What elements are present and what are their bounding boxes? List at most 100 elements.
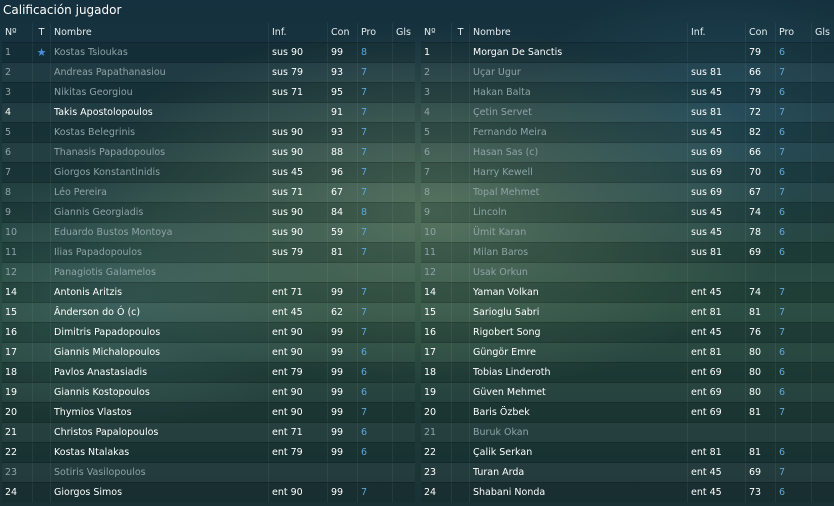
player-name[interactable]: Antonis Aritzis xyxy=(50,283,268,302)
player-name[interactable]: Thanasis Papadopoulos xyxy=(50,143,268,162)
player-name[interactable]: Güngör Emre xyxy=(469,343,687,362)
player-name[interactable]: Giannis Michalopoulos xyxy=(50,343,268,362)
player-row[interactable]: 3 Hakan Balta sus 45 79 6 xyxy=(421,82,834,102)
player-row[interactable]: 18 Pavlos Anastasiadis ent 79 99 6 xyxy=(2,362,415,382)
player-row[interactable]: 21 Christos Papalopoulos ent 71 99 6 xyxy=(2,422,415,442)
player-name[interactable]: Eduardo Bustos Montoya xyxy=(50,223,268,242)
player-row[interactable]: 22 Kostas Ntalakas ent 79 99 6 xyxy=(2,442,415,462)
player-name[interactable]: Shabani Nonda xyxy=(469,483,687,502)
col-header-pro[interactable]: Pro xyxy=(357,23,392,42)
col-header-name[interactable]: Nombre xyxy=(469,23,687,42)
player-row[interactable]: 21 Buruk Okan xyxy=(421,422,834,442)
player-row[interactable]: 5 Fernando Meira sus 45 82 6 xyxy=(421,122,834,142)
player-name[interactable]: Rigobert Song xyxy=(469,323,687,342)
col-header-pro[interactable]: Pro xyxy=(775,23,811,42)
player-name[interactable]: Sotiris Vasilopoulos xyxy=(50,463,268,482)
col-header-num[interactable]: Nº xyxy=(5,27,17,38)
player-row[interactable]: 1 ★ Kostas Tsioukas sus 90 99 8 xyxy=(2,42,415,62)
player-row[interactable]: 17 Giannis Michalopoulos ent 90 99 6 xyxy=(2,342,415,362)
player-row[interactable]: 11 Ilias Papadopoulos sus 79 81 7 xyxy=(2,242,415,262)
player-row[interactable]: 1 Morgan De Sanctis 79 6 xyxy=(421,42,834,62)
player-row[interactable]: 7 Harry Kewell sus 69 70 6 xyxy=(421,162,834,182)
player-row[interactable]: 5 Kostas Belegrinis sus 90 93 7 xyxy=(2,122,415,142)
player-name[interactable]: Christos Papalopoulos xyxy=(50,423,268,442)
player-name[interactable]: Dimitris Papadopoulos xyxy=(50,323,268,342)
player-name[interactable]: Çalik Serkan xyxy=(469,443,687,462)
col-header-con[interactable]: Con xyxy=(327,23,357,42)
player-name[interactable]: Sarioglu Sabri xyxy=(469,303,687,322)
player-name[interactable]: Pavlos Anastasiadis xyxy=(50,363,268,382)
player-row[interactable]: 3 Nikitas Georgiou sus 71 95 7 xyxy=(2,82,415,102)
player-row[interactable]: 8 Léo Pereira sus 71 67 7 xyxy=(2,182,415,202)
player-row[interactable]: 15 Sarioglu Sabri ent 81 81 7 xyxy=(421,302,834,322)
player-name[interactable]: Uçar Ugur xyxy=(469,63,687,82)
player-row[interactable]: 20 Thymios Vlastos ent 90 99 7 xyxy=(2,402,415,422)
player-name[interactable]: Giorgos Simos xyxy=(50,483,268,502)
player-name[interactable]: Andreas Papathanasiou xyxy=(50,63,268,82)
player-name[interactable]: Tobias Linderoth xyxy=(469,363,687,382)
player-row[interactable]: 10 Ümit Karan sus 45 78 6 xyxy=(421,222,834,242)
col-header-con[interactable]: Con xyxy=(745,23,775,42)
col-header-t[interactable]: T xyxy=(32,23,50,42)
player-name[interactable]: Buruk Okan xyxy=(469,423,687,442)
col-header-t[interactable]: T xyxy=(451,23,469,42)
player-row[interactable]: 11 Milan Baros sus 81 69 6 xyxy=(421,242,834,262)
player-name[interactable]: Çetin Servet xyxy=(469,103,687,122)
player-name[interactable]: Yaman Volkan xyxy=(469,283,687,302)
player-row[interactable]: 12 Panagiotis Galamelos xyxy=(2,262,415,282)
player-row[interactable]: 9 Lincoln sus 45 74 6 xyxy=(421,202,834,222)
player-name[interactable]: Usak Orkun xyxy=(469,263,687,282)
col-header-inf[interactable]: Inf. xyxy=(268,23,327,42)
player-name[interactable]: Nikitas Georgiou xyxy=(50,83,268,102)
player-name[interactable]: Ânderson do Ó (c) xyxy=(50,303,268,322)
player-name[interactable]: Harry Kewell xyxy=(469,163,687,182)
player-row[interactable]: 10 Eduardo Bustos Montoya sus 90 59 7 xyxy=(2,222,415,242)
player-row[interactable]: 19 Giannis Kostopoulos ent 90 99 6 xyxy=(2,382,415,402)
player-row[interactable]: 9 Giannis Georgiadis sus 90 84 8 xyxy=(2,202,415,222)
player-row[interactable]: 24 Shabani Nonda ent 45 73 6 xyxy=(421,482,834,502)
player-name[interactable]: Milan Baros xyxy=(469,243,687,262)
player-row[interactable]: 24 Giorgos Simos ent 90 99 7 xyxy=(2,482,415,502)
player-row[interactable]: 4 Çetin Servet sus 81 72 7 xyxy=(421,102,834,122)
player-name[interactable]: Kostas Belegrinis xyxy=(50,123,268,142)
player-row[interactable]: 14 Antonis Aritzis ent 71 99 7 xyxy=(2,282,415,302)
player-name[interactable]: Ümit Karan xyxy=(469,223,687,242)
player-name[interactable]: Turan Arda xyxy=(469,463,687,482)
col-header-name[interactable]: Nombre xyxy=(50,23,268,42)
player-name[interactable]: Takis Apostolopoulos xyxy=(50,103,268,122)
player-name[interactable]: Thymios Vlastos xyxy=(50,403,268,422)
player-name[interactable]: Kostas Ntalakas xyxy=(50,443,268,462)
player-row[interactable]: 23 Sotiris Vasilopoulos xyxy=(2,462,415,482)
player-name[interactable]: Fernando Meira xyxy=(469,123,687,142)
player-row[interactable]: 2 Uçar Ugur sus 81 66 7 xyxy=(421,62,834,82)
player-row[interactable]: 20 Baris Özbek ent 69 81 7 xyxy=(421,402,834,422)
player-row[interactable]: 16 Rigobert Song ent 45 76 7 xyxy=(421,322,834,342)
player-name[interactable]: Giorgos Konstantinidis xyxy=(50,163,268,182)
player-name[interactable]: Léo Pereira xyxy=(50,183,268,202)
player-row[interactable]: 14 Yaman Volkan ent 45 74 7 xyxy=(421,282,834,302)
player-row[interactable]: 19 Güven Mehmet ent 69 80 6 xyxy=(421,382,834,402)
player-name[interactable]: Hasan Sas (c) xyxy=(469,143,687,162)
player-row[interactable]: 15 Ânderson do Ó (c) ent 45 62 7 xyxy=(2,302,415,322)
player-row[interactable]: 16 Dimitris Papadopoulos ent 90 99 7 xyxy=(2,322,415,342)
player-name[interactable]: Giannis Kostopoulos xyxy=(50,383,268,402)
player-row[interactable]: 7 Giorgos Konstantinidis sus 45 96 7 xyxy=(2,162,415,182)
player-row[interactable]: 8 Topal Mehmet sus 69 67 7 xyxy=(421,182,834,202)
player-name[interactable]: Morgan De Sanctis xyxy=(469,43,687,62)
player-name[interactable]: Panagiotis Galamelos xyxy=(50,263,268,282)
player-row[interactable]: 2 Andreas Papathanasiou sus 79 93 7 xyxy=(2,62,415,82)
player-row[interactable]: 12 Usak Orkun xyxy=(421,262,834,282)
player-name[interactable]: Kostas Tsioukas xyxy=(50,43,268,62)
player-name[interactable]: Hakan Balta xyxy=(469,83,687,102)
player-row[interactable]: 17 Güngör Emre ent 81 80 6 xyxy=(421,342,834,362)
player-name[interactable]: Baris Özbek xyxy=(469,403,687,422)
player-name[interactable]: Güven Mehmet xyxy=(469,383,687,402)
player-name[interactable]: Topal Mehmet xyxy=(469,183,687,202)
player-row[interactable]: 18 Tobias Linderoth ent 69 80 6 xyxy=(421,362,834,382)
col-header-num[interactable]: Nº xyxy=(424,27,436,38)
player-row[interactable]: 22 Çalik Serkan ent 81 81 6 xyxy=(421,442,834,462)
player-name[interactable]: Ilias Papadopoulos xyxy=(50,243,268,262)
player-name[interactable]: Giannis Georgiadis xyxy=(50,203,268,222)
player-name[interactable]: Lincoln xyxy=(469,203,687,222)
col-header-inf[interactable]: Inf. xyxy=(687,23,745,42)
